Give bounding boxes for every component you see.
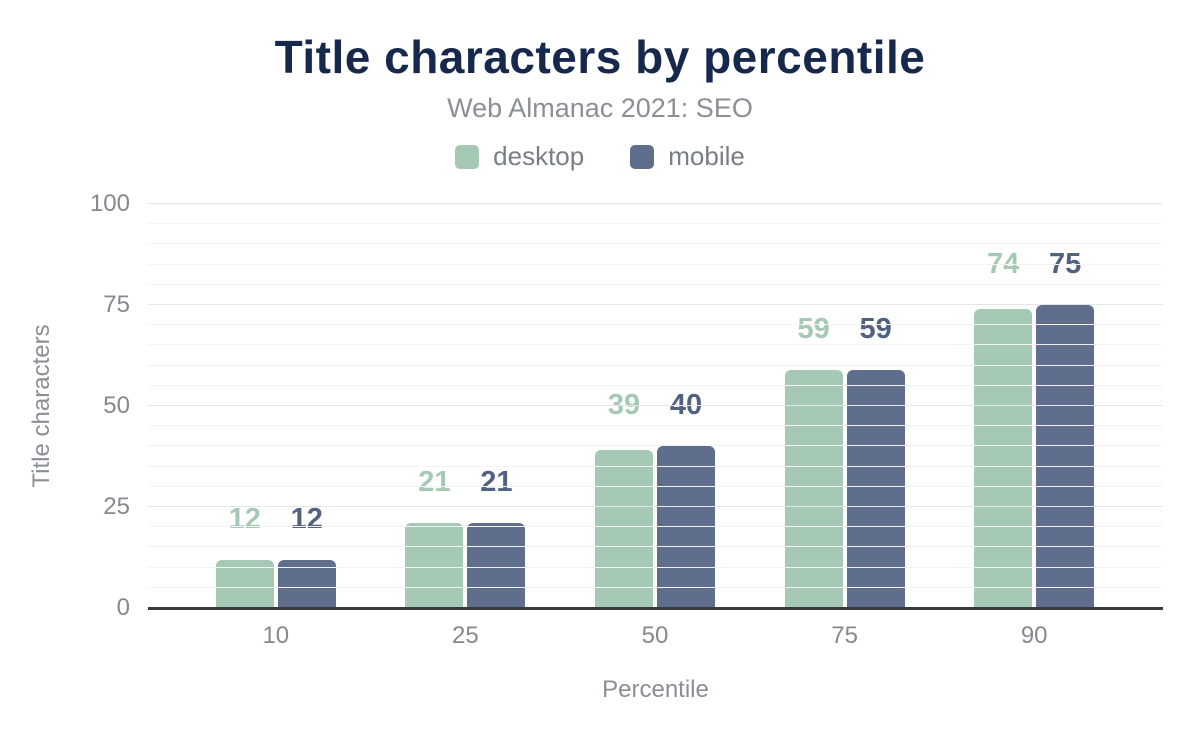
gridline-minor-15 <box>148 546 1163 548</box>
gridline-major-75 <box>148 304 1163 305</box>
bar-mobile-p90[interactable] <box>1036 305 1095 608</box>
x-axis-line <box>148 607 1163 610</box>
gridline-minor-35 <box>148 465 1163 467</box>
bar-group-90: 74 75 90 <box>939 204 1129 648</box>
legend-swatch-mobile <box>630 144 655 169</box>
gridline-minor-45 <box>148 425 1163 427</box>
value-label-desktop-p75: 59 <box>797 312 830 345</box>
chart-title: Title characters by percentile <box>274 31 926 83</box>
legend: desktop mobile <box>0 141 1200 172</box>
x-axis-title: Percentile <box>602 676 709 703</box>
gridline-major-100 <box>148 203 1163 204</box>
gridline-minor-30 <box>148 485 1163 487</box>
bar-pair-50: 39 40 <box>594 204 715 608</box>
bar-desktop-p10[interactable] <box>215 559 274 608</box>
gridline-minor-65 <box>148 344 1163 346</box>
bar-group-75: 59 59 75 <box>750 204 940 648</box>
bar-col-mobile-p50: 40 <box>656 204 715 608</box>
y-tick-label-50: 50 <box>103 392 130 419</box>
value-label-desktop-p10: 12 <box>228 502 261 535</box>
bar-desktop-p90[interactable] <box>974 309 1033 608</box>
gridline-minor-20 <box>148 526 1163 528</box>
plot-area: 12 12 10 21 21 25 39 40 50 59 59 75 74 75 90 0 25 50 75 10… <box>90 192 1163 648</box>
value-label-desktop-p25: 21 <box>418 466 451 499</box>
y-tick-label-75: 75 <box>103 291 130 318</box>
value-label-mobile-p75: 59 <box>859 312 892 345</box>
bar-mobile-p50[interactable] <box>656 446 715 608</box>
bar-col-mobile-p10: 12 <box>277 204 336 608</box>
bar-bands: 12 12 10 21 21 25 39 40 50 59 59 75 74 75 90 <box>181 204 1129 648</box>
legend-item-desktop: desktop <box>455 141 584 172</box>
gridline-minor-5 <box>148 586 1163 588</box>
gridline-minor-55 <box>148 384 1163 386</box>
gridline-major-50 <box>148 405 1163 406</box>
legend-item-mobile: mobile <box>630 141 745 172</box>
bar-desktop-p50[interactable] <box>594 450 653 608</box>
gridline-minor-85 <box>148 263 1163 265</box>
bar-desktop-p25[interactable] <box>405 523 464 608</box>
bar-col-desktop-p10: 12 <box>215 204 274 608</box>
bar-col-desktop-p25: 21 <box>405 204 464 608</box>
bar-group-50: 39 40 50 <box>560 204 750 648</box>
x-tick-label-10: 10 <box>262 622 290 649</box>
bar-col-mobile-p25: 21 <box>467 204 526 608</box>
gridline-minor-70 <box>148 324 1163 326</box>
x-tick-label-75: 75 <box>831 622 858 649</box>
x-tick-label-50: 50 <box>641 622 669 649</box>
chart-subtitle: Web Almanac 2021: SEO <box>447 93 753 123</box>
value-label-mobile-p25: 21 <box>480 466 513 499</box>
bar-mobile-p75[interactable] <box>846 369 905 608</box>
bar-mobile-p25[interactable] <box>467 523 526 608</box>
bar-col-mobile-p90: 75 <box>1036 204 1095 608</box>
bar-col-mobile-p75: 59 <box>846 204 905 608</box>
gridline-major-25 <box>148 506 1163 507</box>
legend-label-mobile: mobile <box>668 141 745 171</box>
bar-pair-10: 12 12 <box>215 204 336 608</box>
bar-pair-90: 74 75 <box>974 204 1095 608</box>
x-tick-label-25: 25 <box>452 622 479 649</box>
gridline-minor-40 <box>148 445 1163 447</box>
y-axis-title: Title characters <box>28 324 55 488</box>
bar-pair-25: 21 21 <box>405 204 526 608</box>
gridline-minor-80 <box>148 283 1163 285</box>
gridline-minor-90 <box>148 243 1163 245</box>
bar-desktop-p75[interactable] <box>784 369 843 608</box>
gridline-minor-60 <box>148 364 1163 366</box>
bar-col-desktop-p90: 74 <box>974 204 1033 608</box>
bar-col-desktop-p75: 59 <box>784 204 843 608</box>
y-tick-label-25: 25 <box>103 493 130 520</box>
x-tick-label-90: 90 <box>1020 622 1048 649</box>
bar-group-25: 21 21 25 <box>371 204 561 648</box>
legend-swatch-desktop <box>455 144 480 169</box>
y-tick-label-100: 100 <box>89 190 130 217</box>
value-label-mobile-p10: 12 <box>290 502 323 535</box>
gridline-minor-10 <box>148 566 1163 568</box>
bar-mobile-p10[interactable] <box>277 559 336 608</box>
bar-group-10: 12 12 10 <box>181 204 371 648</box>
gridline-minor-95 <box>148 223 1163 225</box>
legend-label-desktop: desktop <box>493 141 585 171</box>
bar-pair-75: 59 59 <box>784 204 905 608</box>
y-tick-label-0: 0 <box>116 594 130 621</box>
